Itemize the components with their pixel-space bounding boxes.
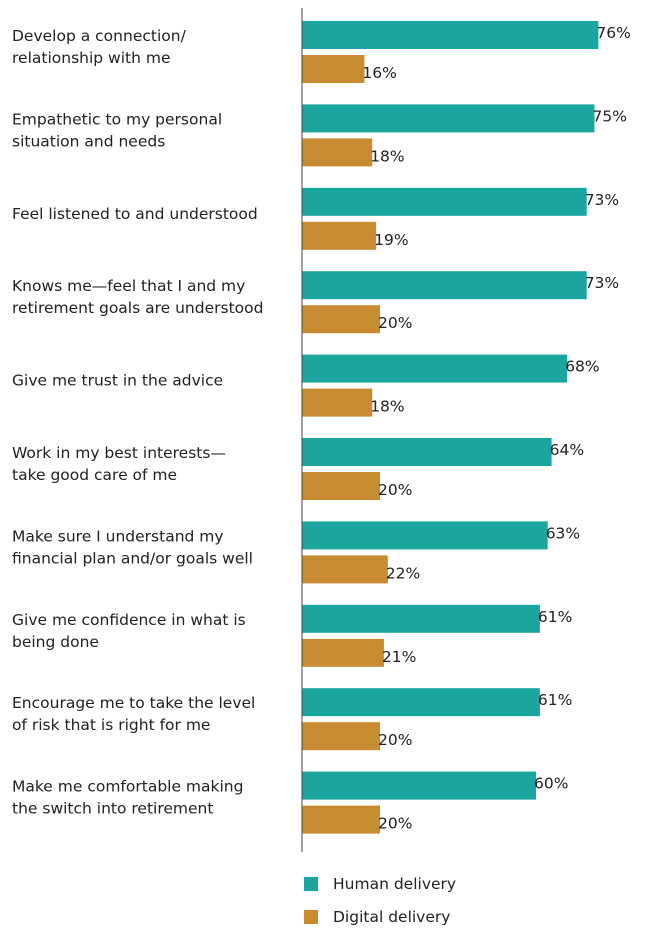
value-label-human: 68% <box>565 358 599 376</box>
legend: Human delivery Digital delivery <box>304 874 456 940</box>
legend-item-human: Human delivery <box>304 874 456 894</box>
legend-swatch-digital <box>304 910 318 924</box>
bar-digital <box>302 305 380 334</box>
value-label-human: 63% <box>546 524 580 542</box>
value-label-human: 76% <box>596 24 630 42</box>
bar-human <box>302 271 587 300</box>
value-label-human: 61% <box>538 608 572 626</box>
bar-human <box>302 354 568 383</box>
value-label-human: 73% <box>585 191 619 209</box>
legend-item-digital: Digital delivery <box>304 907 456 927</box>
value-label-digital: 18% <box>370 398 404 416</box>
category-label: Empathetic to my personal situation and n… <box>12 110 222 150</box>
legend-label-human: Human delivery <box>333 875 457 893</box>
bar-digital <box>302 221 377 250</box>
bar-human <box>302 688 540 717</box>
bar-human <box>302 604 540 633</box>
bar-digital <box>302 555 388 584</box>
legend-swatch-human <box>304 877 318 891</box>
bar-digital <box>302 138 373 167</box>
bar-digital <box>302 472 380 500</box>
bars <box>302 21 599 834</box>
value-label-digital: 20% <box>378 481 412 499</box>
category-label: Make me comfortable making the switch int… <box>12 778 243 818</box>
bar-human <box>302 21 599 49</box>
value-label-digital: 20% <box>378 314 412 332</box>
bar-human <box>302 521 548 550</box>
category-label: Knows me—feel that I and my retirement go… <box>12 277 263 317</box>
bar-digital <box>302 388 373 417</box>
category-label: Develop a connection/relationship with m… <box>12 27 187 67</box>
bar-digital <box>302 55 365 83</box>
value-label-digital: 19% <box>374 231 408 249</box>
category-label: Feel listened to and understood <box>12 205 258 223</box>
bar-digital <box>302 805 380 834</box>
bar-human <box>302 104 595 133</box>
category-label: Give me trust in the advice <box>12 372 223 390</box>
category-labels: Develop a connection/relationship with m… <box>12 27 263 818</box>
bar-chart: Develop a connection/relationship with m… <box>12 8 631 852</box>
bar-human <box>302 438 552 466</box>
value-label-human: 75% <box>593 107 627 125</box>
category-label: Work in my best interests— take good care… <box>12 444 226 484</box>
bar-human <box>302 187 587 216</box>
value-label-human: 60% <box>534 775 568 793</box>
value-label-digital: 22% <box>386 564 420 582</box>
category-label: Make sure I understand my financial plan … <box>12 527 253 567</box>
value-label-human: 61% <box>538 691 572 709</box>
value-label-digital: 16% <box>362 64 396 82</box>
value-label-digital: 20% <box>378 815 412 833</box>
category-label: Give me confidence in what is being done <box>12 611 246 651</box>
value-label-digital: 18% <box>370 147 404 165</box>
bar-human <box>302 771 536 800</box>
value-label-human: 73% <box>585 274 619 292</box>
value-label-digital: 20% <box>378 731 412 749</box>
value-labels: 76% 16% 75% 18% 73% 19% 73% 20% 68% 18% 64% 20% 63% 2… <box>362 24 630 833</box>
bar-digital <box>302 638 384 667</box>
value-label-human: 64% <box>550 441 584 459</box>
bar-digital <box>302 722 380 751</box>
legend-label-digital: Digital delivery <box>333 908 451 926</box>
category-label: Encourage me to take the level of risk th… <box>12 694 255 734</box>
value-label-digital: 21% <box>382 648 416 666</box>
